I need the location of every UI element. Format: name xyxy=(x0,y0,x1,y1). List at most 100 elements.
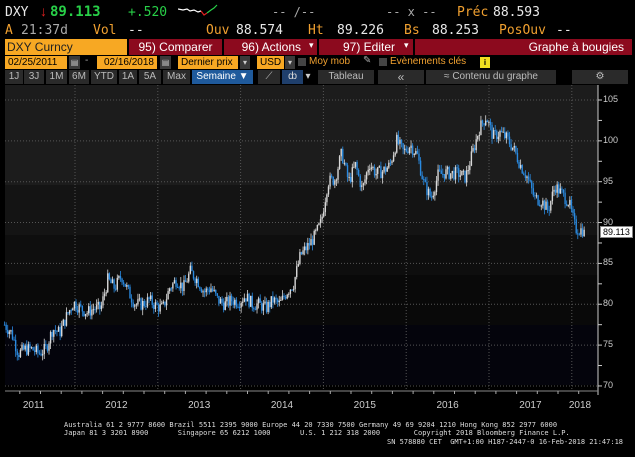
period-button-3j[interactable]: 3J xyxy=(24,70,44,84)
period-button-1m[interactable]: 1M xyxy=(46,70,67,84)
dropdown-arrow-icon[interactable]: ▾ xyxy=(240,56,250,69)
candle-body xyxy=(226,296,228,302)
frequency-select[interactable]: Semaine ▼ xyxy=(192,70,253,84)
candle-body xyxy=(75,301,77,310)
table-button[interactable]: Tableau xyxy=(318,70,374,84)
x-tick-label: 2016 xyxy=(436,400,459,411)
high-price: 89.226 xyxy=(337,23,384,38)
start-date-input[interactable]: 02/25/2011 xyxy=(5,56,67,69)
y-tick-label: 75 xyxy=(603,339,614,350)
period-button-max[interactable]: Max xyxy=(163,70,190,84)
candle-body xyxy=(189,265,192,274)
candle-body xyxy=(442,173,444,175)
sparkline-icon xyxy=(178,4,218,16)
calendar-icon[interactable]: ▤ xyxy=(69,56,80,69)
end-date-input[interactable]: 02/16/2018 xyxy=(97,56,157,69)
candle-body xyxy=(211,288,214,291)
candle-body xyxy=(62,319,64,326)
candle-body xyxy=(350,176,352,182)
candle-body xyxy=(546,201,549,210)
pencil-icon[interactable]: ✎ xyxy=(363,55,372,66)
candle-body xyxy=(370,167,373,169)
candle-body xyxy=(486,120,488,123)
calendar-icon[interactable]: ▤ xyxy=(160,56,171,69)
candle-body xyxy=(107,273,109,293)
candle-body xyxy=(400,139,403,144)
collapse-button[interactable]: « xyxy=(378,70,424,84)
currency-select[interactable]: USD xyxy=(257,56,284,69)
chart-background-band xyxy=(5,325,598,385)
compare-button[interactable]: 95) Comparer xyxy=(129,39,222,55)
candle-body xyxy=(154,302,157,310)
candle-body xyxy=(316,224,319,231)
y-tick-label: 100 xyxy=(603,134,619,145)
candle-type-icon[interactable]: ȸ xyxy=(282,70,303,84)
dropdown-arrow-icon[interactable]: ▾ xyxy=(285,56,295,69)
candle-body xyxy=(34,350,36,352)
candle-body xyxy=(583,229,585,237)
candle-body xyxy=(181,282,184,292)
candle-body xyxy=(208,290,211,293)
candle-body xyxy=(184,280,187,282)
candle-body xyxy=(478,134,481,137)
chevron-down-icon[interactable]: ▾ xyxy=(309,40,314,50)
chart-type-title[interactable]: Graphe à bougies xyxy=(415,39,632,55)
candle-body xyxy=(483,123,485,126)
candle-body xyxy=(108,273,111,280)
net-change: +.520 xyxy=(128,5,168,20)
volume: -- xyxy=(128,23,144,38)
candle-body xyxy=(464,170,466,183)
actions-button[interactable]: 96) Actions xyxy=(224,39,317,55)
candle-body xyxy=(129,286,131,299)
candle-body xyxy=(470,151,473,166)
candle-body xyxy=(375,173,377,176)
price-field-select[interactable]: Dernier prix xyxy=(178,56,238,69)
last-value-label: 89.113 xyxy=(600,226,633,238)
candle-body xyxy=(167,291,169,300)
period-button-5a[interactable]: 5A xyxy=(139,70,161,84)
period-button-1j[interactable]: 1J xyxy=(5,70,23,84)
candle-body xyxy=(438,169,441,171)
candle-body xyxy=(502,131,504,133)
candle-body xyxy=(297,264,300,267)
events-checbox[interactable] xyxy=(379,58,387,66)
candle-body xyxy=(242,301,244,303)
candle-body xyxy=(372,167,374,169)
candle-body xyxy=(280,299,282,301)
period-button-ytd[interactable]: YTD xyxy=(91,70,117,84)
chart-content-button[interactable]: ≈ Contenu du graphe xyxy=(426,70,556,84)
period-button-6m[interactable]: 6M xyxy=(69,70,89,84)
candle-body xyxy=(18,355,20,358)
events-label: Evènements clés xyxy=(390,56,467,67)
chevron-down-icon[interactable]: ▾ xyxy=(404,40,409,50)
dropdown-arrow-icon[interactable]: ▾ xyxy=(303,70,313,84)
candle-body xyxy=(278,300,280,303)
candle-body xyxy=(475,139,477,151)
candle-body xyxy=(346,165,349,178)
candle-body xyxy=(30,347,33,349)
chart-background-band xyxy=(5,235,598,275)
settings-gear-icon[interactable]: ⚙ xyxy=(572,70,628,84)
candle-body xyxy=(61,325,63,337)
candle-body xyxy=(57,327,60,332)
candle-body xyxy=(197,278,199,287)
line-chart-icon[interactable]: ⟋ xyxy=(258,70,280,84)
candle-body xyxy=(345,163,347,166)
period-button-1a[interactable]: 1A xyxy=(119,70,137,84)
security-field[interactable]: DXY Curncy xyxy=(5,39,127,55)
candle-body xyxy=(313,230,315,245)
chart-background-band xyxy=(5,275,598,325)
candle-body xyxy=(567,205,569,207)
moving-avg-checkbox[interactable] xyxy=(298,58,306,66)
info-icon[interactable]: i xyxy=(480,57,490,68)
candle-body xyxy=(443,173,446,179)
candle-body xyxy=(527,176,530,180)
down-arrow-icon: ↓ xyxy=(40,3,47,19)
candle-body xyxy=(72,308,74,311)
candle-body xyxy=(550,201,552,211)
candlestick-chart[interactable] xyxy=(0,85,635,398)
edit-button[interactable]: 97) Editer xyxy=(319,39,413,55)
candle-body xyxy=(153,304,155,310)
candle-body xyxy=(392,155,395,162)
candle-body xyxy=(7,329,9,334)
